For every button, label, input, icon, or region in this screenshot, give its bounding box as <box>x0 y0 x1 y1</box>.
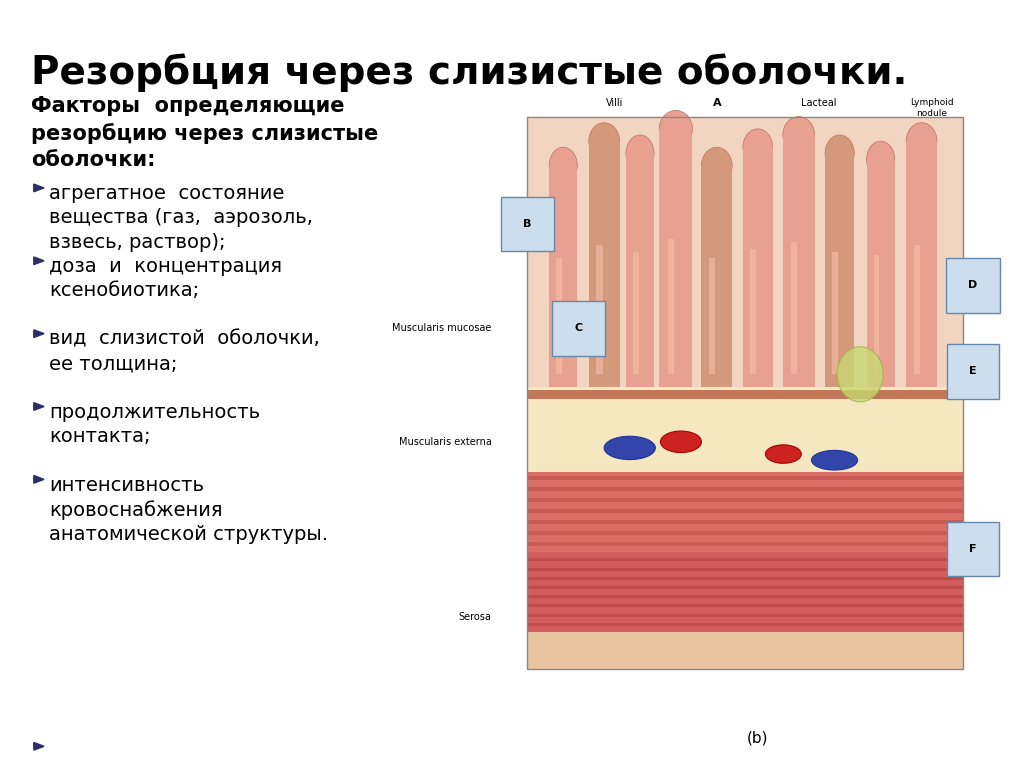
FancyBboxPatch shape <box>527 632 963 669</box>
Text: Muscularis externa: Muscularis externa <box>398 436 492 447</box>
Ellipse shape <box>604 436 655 459</box>
Bar <box>873 255 880 374</box>
Text: продолжительность
контакта;: продолжительность контакта; <box>49 403 260 446</box>
Bar <box>527 532 963 535</box>
Text: B: B <box>523 219 531 229</box>
Text: (b): (b) <box>748 730 768 746</box>
Bar <box>751 249 757 374</box>
Text: A: A <box>713 98 721 108</box>
Text: Serosa: Serosa <box>459 611 492 622</box>
Text: Резорбция через слизистые оболочки.: Резорбция через слизистые оболочки. <box>31 54 907 92</box>
Bar <box>527 509 963 513</box>
Text: интенсивность
кровоснабжения
анатомической структуры.: интенсивность кровоснабжения анатомическ… <box>49 476 328 544</box>
Text: D: D <box>968 281 978 291</box>
Text: Lymphoid
nodule: Lymphoid nodule <box>910 98 953 117</box>
FancyBboxPatch shape <box>527 387 963 472</box>
Ellipse shape <box>659 110 692 147</box>
Text: Muscularis mucosae: Muscularis mucosae <box>392 323 492 334</box>
Bar <box>709 258 715 374</box>
Text: Lacteal: Lacteal <box>802 98 837 108</box>
Text: C: C <box>574 324 583 334</box>
Bar <box>527 476 963 480</box>
Ellipse shape <box>825 135 854 172</box>
Bar <box>527 558 963 561</box>
Bar <box>913 245 920 374</box>
Ellipse shape <box>626 135 654 172</box>
Bar <box>527 499 963 502</box>
Text: F: F <box>969 545 977 555</box>
Bar <box>527 568 963 571</box>
FancyBboxPatch shape <box>527 472 963 552</box>
Bar <box>527 117 963 669</box>
Bar <box>527 390 963 399</box>
Bar <box>782 135 815 387</box>
Ellipse shape <box>906 123 937 160</box>
Bar <box>527 623 963 626</box>
Bar <box>743 147 773 387</box>
Bar <box>527 542 963 546</box>
Text: вид  слизистой  оболочки,
ее толщина;: вид слизистой оболочки, ее толщина; <box>49 330 319 373</box>
Bar <box>633 252 639 374</box>
Ellipse shape <box>701 147 732 184</box>
Bar <box>659 129 692 387</box>
Ellipse shape <box>838 347 883 402</box>
Ellipse shape <box>783 117 815 153</box>
Bar <box>527 487 963 491</box>
FancyBboxPatch shape <box>527 552 963 632</box>
Bar <box>527 614 963 617</box>
Ellipse shape <box>660 431 701 453</box>
Bar <box>556 258 562 374</box>
Bar <box>549 166 578 387</box>
Bar <box>527 520 963 524</box>
Bar <box>527 577 963 580</box>
Ellipse shape <box>589 123 620 160</box>
Bar <box>668 239 674 374</box>
Bar <box>589 141 620 387</box>
Bar <box>866 160 895 387</box>
Text: E: E <box>969 367 977 377</box>
Ellipse shape <box>866 141 895 178</box>
Ellipse shape <box>811 450 857 470</box>
FancyBboxPatch shape <box>527 117 963 387</box>
Text: Villi: Villi <box>606 98 623 108</box>
Bar <box>833 252 839 374</box>
Bar <box>596 245 602 374</box>
Bar <box>527 595 963 598</box>
Bar <box>527 604 963 607</box>
Bar <box>626 153 654 387</box>
Text: Факторы  определяющие
резорбцию через слизистые
оболочки:: Факторы определяющие резорбцию через сли… <box>31 96 378 170</box>
Bar <box>701 166 732 387</box>
Bar <box>527 586 963 589</box>
Ellipse shape <box>766 445 801 463</box>
Bar <box>906 141 937 387</box>
Ellipse shape <box>743 129 773 166</box>
Bar <box>825 153 854 387</box>
Ellipse shape <box>549 147 578 184</box>
Text: агрегатное  состояние
вещества (газ,  аэрозоль,
взвесь, раствор);: агрегатное состояние вещества (газ, аэро… <box>49 184 313 252</box>
Text: доза  и  концентрация
ксенобиотика;: доза и концентрация ксенобиотика; <box>49 257 283 300</box>
Bar <box>791 242 797 374</box>
